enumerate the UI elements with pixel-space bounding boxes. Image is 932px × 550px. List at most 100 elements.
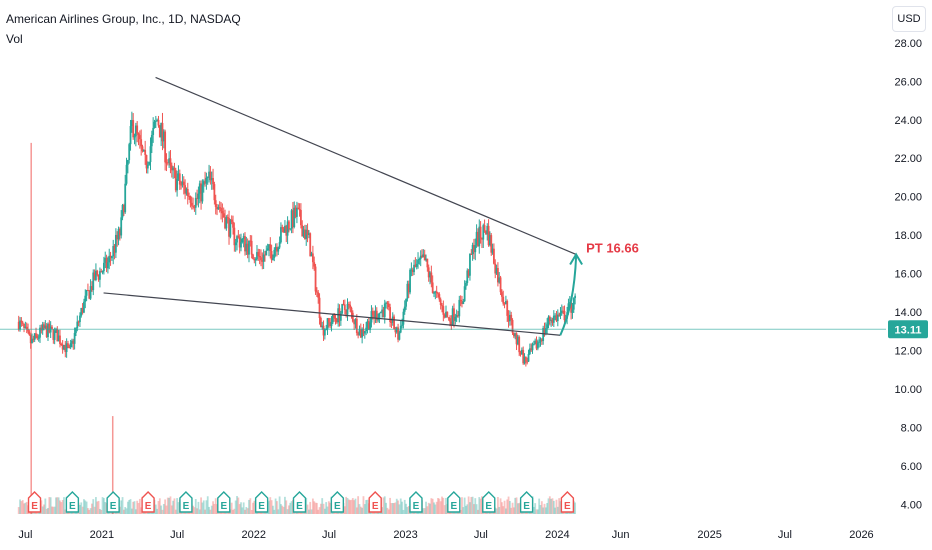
candle-body [393, 316, 395, 330]
volume-bar [507, 496, 510, 514]
volume-bar [285, 500, 288, 514]
candle-body [375, 310, 378, 321]
earnings-marker[interactable]: E [482, 491, 496, 513]
volume-bar [100, 509, 103, 514]
earnings-marker-shape [106, 491, 120, 513]
candle-body [489, 235, 491, 246]
earnings-marker[interactable]: E [65, 491, 80, 513]
earnings-marker[interactable]: E [141, 491, 155, 513]
earnings-marker-shape [141, 491, 155, 513]
candle-body [190, 202, 193, 206]
candle-body [165, 162, 168, 164]
earnings-marker[interactable]: E [447, 491, 461, 513]
candle-body [134, 125, 137, 137]
candle-body [498, 277, 501, 283]
candle-body [459, 299, 462, 302]
candle-body [280, 227, 282, 243]
candle-body [550, 319, 553, 321]
volume-bar [431, 498, 434, 514]
price-axis[interactable]: 4.00 6.00 8.00 10.00 12.00 14.00 16.00 18.00 20.… [894, 38, 922, 512]
candle-body [237, 236, 240, 238]
candle-body [60, 343, 63, 345]
candle-body [120, 217, 123, 236]
volume-bar [548, 496, 551, 514]
earnings-marker-letter: E [258, 501, 265, 512]
volume-bar [311, 498, 314, 514]
volume-bar [558, 498, 561, 514]
projection-arrow [559, 256, 578, 336]
candle-body [515, 333, 518, 345]
earnings-marker[interactable]: E [254, 491, 269, 513]
candle-body [232, 221, 234, 228]
candle-body [556, 314, 559, 322]
volume-bar [156, 508, 159, 514]
candle-body [217, 207, 220, 210]
candle-body [528, 348, 531, 355]
price-tick-label: 4.00 [901, 500, 922, 512]
volume-bar [200, 497, 202, 514]
earnings-marker[interactable]: E [27, 491, 42, 513]
volume-bar [196, 508, 198, 514]
candle-body [534, 340, 537, 345]
volume-bar [475, 504, 478, 514]
volume-bar [63, 497, 65, 514]
candle-body [95, 270, 97, 281]
volume-bar [467, 496, 470, 514]
earnings-marker[interactable]: E [292, 491, 307, 513]
earnings-marker[interactable]: E [330, 491, 345, 513]
earnings-marker[interactable]: E [179, 491, 193, 513]
candle-body [493, 248, 495, 264]
volume-bar [535, 509, 538, 514]
candle-body [99, 271, 101, 280]
candle-body [519, 352, 522, 355]
volume-bar [281, 505, 284, 514]
volume-bar [197, 501, 200, 514]
earnings-marker-letter: E [183, 501, 190, 512]
volume-bar [536, 509, 539, 514]
volume-bar [466, 504, 469, 514]
earnings-marker[interactable]: E [519, 491, 534, 513]
volume-bar [470, 497, 473, 514]
earnings-marker[interactable]: E [106, 491, 120, 513]
candle-body [361, 329, 364, 338]
volume-bar [95, 497, 97, 514]
candle-body [67, 343, 69, 347]
candle-body [447, 317, 450, 319]
volume-bar [91, 503, 93, 514]
volume-bar [274, 498, 277, 514]
currency-button[interactable]: USD [892, 6, 926, 32]
candle-body [93, 272, 96, 281]
time-tick-label: Jul [322, 529, 336, 541]
earnings-marker[interactable]: E [217, 491, 231, 513]
volume-bar [306, 504, 309, 514]
candle-body [273, 249, 276, 258]
volume-bar [204, 509, 206, 514]
candle-body [296, 207, 298, 217]
volume-bar [495, 508, 498, 514]
candle-body [552, 315, 555, 323]
earnings-marker[interactable]: E [560, 491, 575, 513]
volume-bar [80, 502, 83, 514]
candle-body [220, 207, 222, 212]
candle-body [337, 308, 340, 323]
candle-body [253, 258, 256, 261]
earnings-marker[interactable]: E [409, 491, 423, 513]
candle-body [358, 329, 361, 336]
volume-bar [276, 501, 278, 514]
candle-body [288, 221, 290, 230]
volume-bar [425, 501, 427, 514]
candle-body [59, 335, 61, 344]
candle-body [65, 343, 68, 353]
candle-body [562, 310, 565, 312]
volume-bar [361, 507, 364, 514]
volume-bar [387, 509, 390, 514]
time-axis[interactable]: Jul 2021 Jul 2022 Jul 2023 Jul 2024 Jun 2025 Jul 20… [18, 529, 873, 541]
earnings-marker[interactable]: E [368, 491, 382, 513]
candle-body [194, 197, 197, 208]
price-tick-label: 24.00 [894, 115, 922, 127]
candle-body [137, 133, 140, 136]
candle-body [118, 228, 121, 236]
volume-bar [506, 499, 509, 514]
